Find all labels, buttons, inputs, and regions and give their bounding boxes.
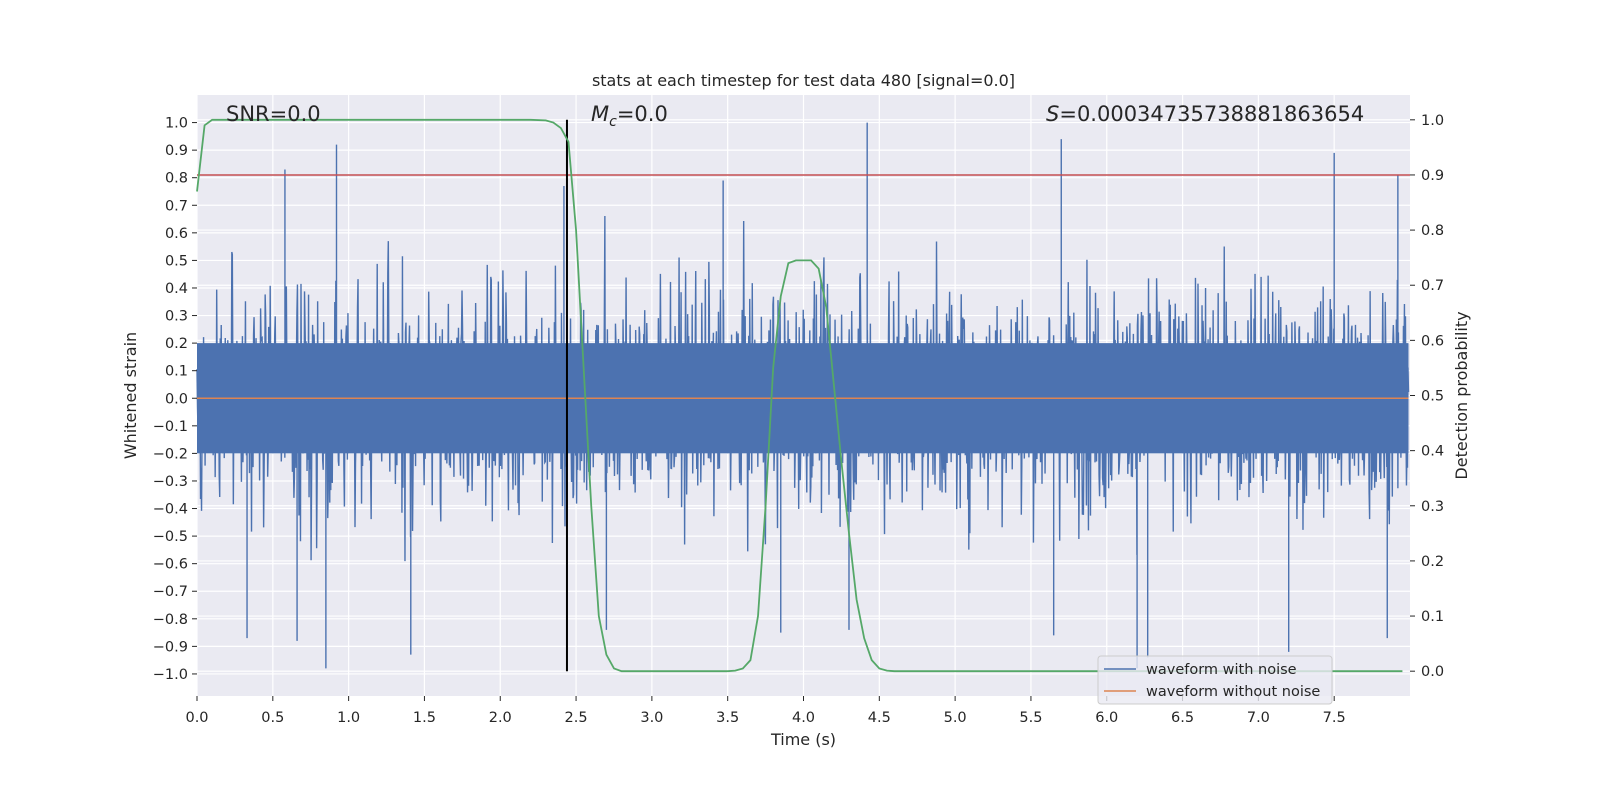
y-left-tick-label: −0.2 <box>153 446 188 462</box>
snr-annotation: SNR=0.0 <box>226 102 321 126</box>
y-right-tick-label: 0.5 <box>1421 389 1444 405</box>
y-left-tick-label: −0.4 <box>153 502 188 518</box>
x-tick-label: 4.5 <box>868 710 891 726</box>
series-lines <box>196 118 1410 673</box>
y-left-tick-label: 0.3 <box>165 309 188 325</box>
y-left-tick-label: −0.8 <box>153 612 188 628</box>
x-axis-label: Time (s) <box>770 730 836 749</box>
x-tick-label: 1.5 <box>413 710 436 726</box>
y-left-tick-label: −0.3 <box>153 474 188 490</box>
mc-annotation: Mc=0.0 <box>591 102 668 130</box>
x-tick-label: 5.5 <box>1019 710 1042 726</box>
y-left-tick-label: 0.2 <box>165 336 188 352</box>
y-left-tick-label: 0.9 <box>165 143 188 159</box>
y-left-tick-label: 1.0 <box>165 116 188 132</box>
x-tick-label: 3.5 <box>716 710 739 726</box>
x-tick-label: 4.0 <box>792 710 815 726</box>
s-symbol: S <box>1046 102 1059 126</box>
tick-labels: 0.0 0.5 1.0 1.5 2.0 2.5 3.0 3.5 4.0 4.5 5.0 5.5 6.0 6… <box>153 113 1444 726</box>
x-tick-label: 6.5 <box>1171 710 1194 726</box>
x-tick-label: 0.5 <box>261 710 284 726</box>
x-tick-label: 6.0 <box>1095 710 1118 726</box>
y-left-tick-label: 0.4 <box>165 281 188 297</box>
s-annotation: S=0.00034735738881863654 <box>1046 102 1364 126</box>
y-axis-label-right: Detection probability <box>1452 311 1471 479</box>
y-right-tick-label: 0.0 <box>1421 664 1444 680</box>
y-left-tick-label: −0.9 <box>153 639 188 655</box>
legend-label-noise: waveform with noise <box>1146 662 1297 678</box>
y-left-tick-label: −0.1 <box>153 419 188 435</box>
y-left-tick-label: 0.0 <box>165 391 188 407</box>
x-tick-label: 7.5 <box>1323 710 1346 726</box>
chart-title: stats at each timestep for test data 480… <box>592 71 1015 90</box>
legend-box <box>1097 655 1333 705</box>
y-right-tick-label: 0.2 <box>1421 554 1444 570</box>
y-right-tick-label: 0.8 <box>1421 223 1444 239</box>
y-right-tick-label: 0.6 <box>1421 333 1444 349</box>
legend-label-clean: waveform without noise <box>1146 684 1320 700</box>
x-tick-label: 2.0 <box>489 710 512 726</box>
y-left-tick-label: 0.8 <box>165 171 188 187</box>
series-detection-probability <box>196 118 1403 673</box>
y-right-tick-label: 0.4 <box>1421 444 1444 460</box>
y-left-tick-label: 0.5 <box>165 253 188 269</box>
mc-symbol: M <box>591 102 609 126</box>
x-tick-label: 1.0 <box>337 710 360 726</box>
y-axis-label-left: Whitened strain <box>121 332 140 459</box>
y-right-tick-label: 0.1 <box>1421 609 1444 625</box>
y-left-tick-label: 0.6 <box>165 226 188 242</box>
x-tick-label: 2.5 <box>565 710 588 726</box>
x-tick-label: 3.0 <box>640 710 663 726</box>
y-right-tick-label: 1.0 <box>1421 113 1444 129</box>
legend: waveform with noise waveform without noi… <box>1097 655 1333 705</box>
y-left-tick-label: −1.0 <box>153 667 188 683</box>
y-left-tick-label: −0.5 <box>153 529 188 545</box>
y-left-tick-label: 0.1 <box>165 364 188 380</box>
s-value: =0.00034735738881863654 <box>1059 102 1364 126</box>
y-right-tick-label: 0.9 <box>1421 168 1444 184</box>
x-tick-label: 7.0 <box>1247 710 1270 726</box>
y-right-tick-label: 0.3 <box>1421 499 1444 515</box>
x-tick-label: 5.0 <box>944 710 967 726</box>
y-left-tick-label: −0.6 <box>153 557 188 573</box>
mc-value: =0.0 <box>617 102 668 126</box>
x-tick-label: 0.0 <box>185 710 208 726</box>
y-left-tick-label: 0.7 <box>165 198 188 214</box>
y-left-tick-label: −0.7 <box>153 584 188 600</box>
y-right-tick-label: 0.7 <box>1421 278 1444 294</box>
mc-subscript: c <box>609 114 617 130</box>
